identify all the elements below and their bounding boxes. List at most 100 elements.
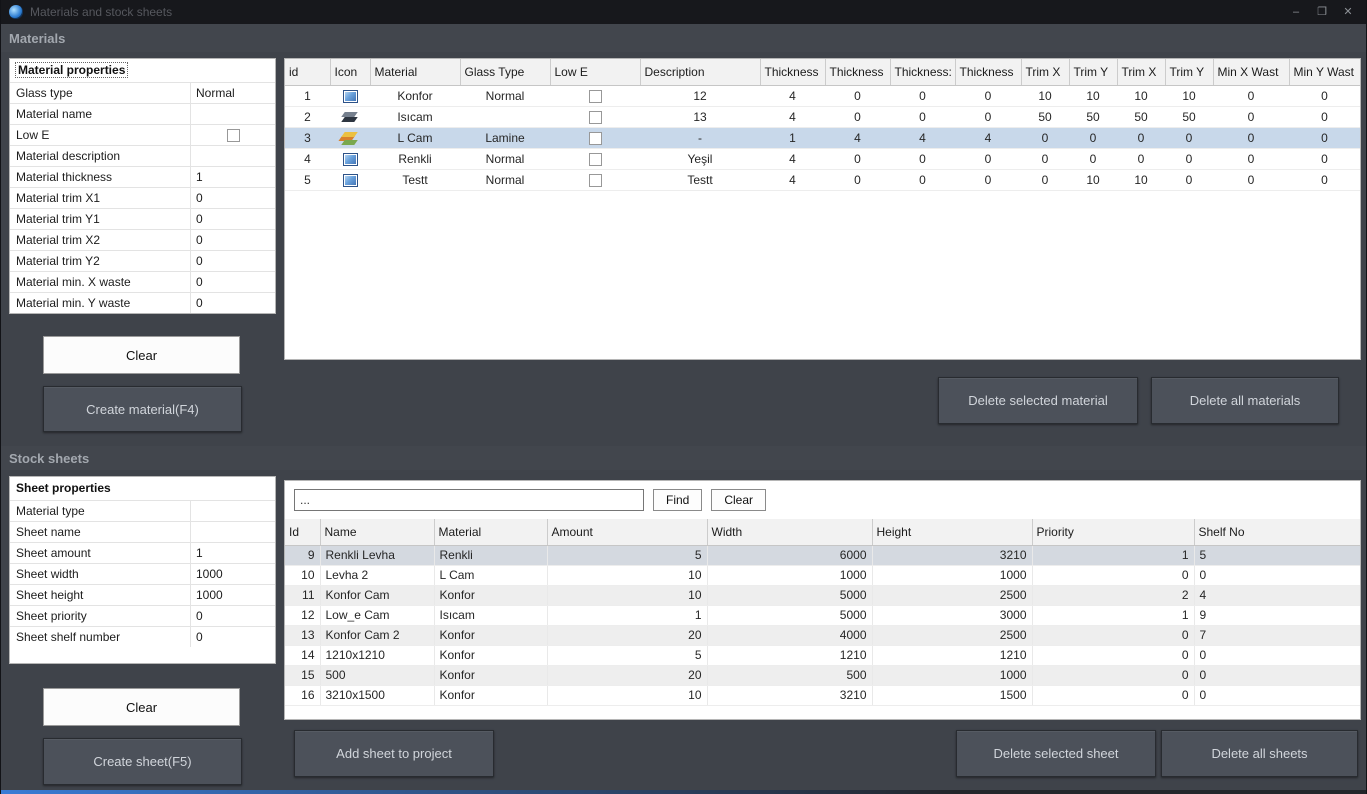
cell-name[interactable]: Konfor Cam 2 xyxy=(320,625,435,646)
property-value-field[interactable]: 0 xyxy=(196,609,203,623)
cell-value[interactable]: 0 xyxy=(1289,169,1360,191)
cell-height[interactable]: 1210 xyxy=(872,645,1033,666)
cell-value[interactable]: 10 xyxy=(1165,85,1213,107)
cell-material[interactable]: Renkli xyxy=(434,545,548,566)
cell-value[interactable]: 0 xyxy=(1069,127,1117,149)
cell-icon[interactable] xyxy=(330,169,370,191)
cell-id[interactable]: 3 xyxy=(285,127,330,149)
cell-material[interactable]: Konfor xyxy=(434,665,548,686)
materials-column-header[interactable]: Trim Y xyxy=(1165,59,1214,86)
cell-width[interactable]: 1210 xyxy=(707,645,873,666)
cell-low-e[interactable] xyxy=(550,169,640,191)
cell-width[interactable]: 5000 xyxy=(707,605,873,626)
stock-column-header[interactable]: Priority xyxy=(1032,519,1195,546)
cell-description[interactable]: Yeşil xyxy=(640,148,760,170)
clear-sheet-button[interactable]: Clear xyxy=(43,688,240,726)
delete-selected-sheet-button[interactable]: Delete selected sheet xyxy=(956,730,1156,777)
delete-all-sheets-button[interactable]: Delete all sheets xyxy=(1161,730,1358,777)
materials-column-header[interactable]: Thickness xyxy=(955,59,1022,86)
minimize-button[interactable]: – xyxy=(1292,6,1300,18)
cell-glass-type[interactable]: Normal xyxy=(460,148,550,170)
cell-value[interactable]: 0 xyxy=(825,169,890,191)
cell-value[interactable]: 0 xyxy=(955,148,1021,170)
cell-value[interactable]: 0 xyxy=(1213,127,1289,149)
create-material-button[interactable]: Create material(F4) xyxy=(43,386,242,432)
cell-shelf[interactable]: 0 xyxy=(1194,565,1360,586)
cell-id[interactable]: 13 xyxy=(285,625,321,646)
cell-value[interactable]: 10 xyxy=(1021,85,1069,107)
cell-id[interactable]: 11 xyxy=(285,585,321,606)
cell-amount[interactable]: 5 xyxy=(547,645,708,666)
cell-value[interactable]: 10 xyxy=(1069,169,1117,191)
create-sheet-button[interactable]: Create sheet(F5) xyxy=(43,738,242,785)
find-button[interactable]: Find xyxy=(653,489,703,511)
property-value-field[interactable]: 0 xyxy=(196,630,203,644)
property-value-field[interactable]: 1 xyxy=(196,170,203,184)
cell-glass-type[interactable]: Normal xyxy=(460,169,550,191)
property-value-field[interactable]: 0 xyxy=(196,275,203,289)
cell-id[interactable]: 2 xyxy=(285,106,330,128)
cell-low-e[interactable] xyxy=(550,85,640,107)
sheet-row[interactable]: 16 3210x1500 Konfor 10 3210 1500 0 0 xyxy=(285,685,1360,706)
stock-column-header[interactable]: Amount xyxy=(547,519,708,546)
cell-height[interactable]: 2500 xyxy=(872,585,1033,606)
property-value-field[interactable]: 0 xyxy=(196,254,203,268)
material-row[interactable]: 2 Isıcam 13 4 0 0 0 50 50 50 50 0 0 xyxy=(285,106,1360,128)
property-value-field[interactable]: 1000 xyxy=(196,588,223,602)
sheet-search-input[interactable] xyxy=(294,489,644,511)
stock-column-header[interactable]: Id xyxy=(285,519,321,546)
cell-value[interactable]: 0 xyxy=(1213,85,1289,107)
cell-value[interactable]: 0 xyxy=(1213,106,1289,128)
cell-value[interactable]: 0 xyxy=(825,148,890,170)
cell-material[interactable]: Isıcam xyxy=(434,605,548,626)
cell-material[interactable]: Konfor xyxy=(434,625,548,646)
cell-shelf[interactable]: 9 xyxy=(1194,605,1360,626)
cell-value[interactable]: 50 xyxy=(1069,106,1117,128)
cell-name[interactable]: Renkli Levha xyxy=(320,545,435,566)
cell-value[interactable]: 0 xyxy=(1117,127,1165,149)
cell-height[interactable]: 3000 xyxy=(872,605,1033,626)
cell-value[interactable]: 0 xyxy=(890,148,955,170)
cell-value[interactable]: 0 xyxy=(1069,148,1117,170)
cell-id[interactable]: 9 xyxy=(285,545,321,566)
cell-height[interactable]: 1000 xyxy=(872,565,1033,586)
cell-priority[interactable]: 0 xyxy=(1032,645,1195,666)
cell-description[interactable]: 13 xyxy=(640,106,760,128)
cell-material[interactable]: Testt xyxy=(370,169,460,191)
delete-all-materials-button[interactable]: Delete all materials xyxy=(1151,377,1339,424)
cell-low-e[interactable] xyxy=(550,106,640,128)
cell-priority[interactable]: 0 xyxy=(1032,665,1195,686)
stock-column-header[interactable]: Material xyxy=(434,519,548,546)
stock-column-header[interactable]: Shelf No xyxy=(1194,519,1360,546)
cell-name[interactable]: 500 xyxy=(320,665,435,686)
cell-value[interactable]: 0 xyxy=(1289,127,1360,149)
cell-glass-type[interactable] xyxy=(460,106,550,128)
cell-id[interactable]: 4 xyxy=(285,148,330,170)
cell-value[interactable]: 0 xyxy=(1289,85,1360,107)
cell-icon[interactable] xyxy=(330,148,370,170)
cell-value[interactable]: 0 xyxy=(825,85,890,107)
cell-width[interactable]: 500 xyxy=(707,665,873,686)
cell-value[interactable]: 4 xyxy=(760,106,825,128)
cell-value[interactable]: 4 xyxy=(825,127,890,149)
material-row[interactable]: 5 Testt Normal Testt 4 0 0 0 0 10 10 0 0 0 xyxy=(285,169,1360,191)
cell-value[interactable]: 1 xyxy=(760,127,825,149)
low-e-checkbox[interactable] xyxy=(588,89,602,103)
sheet-row[interactable]: 14 1210x1210 Konfor 5 1210 1210 0 0 xyxy=(285,645,1360,666)
materials-column-header[interactable]: Trim Y xyxy=(1069,59,1118,86)
property-value-field[interactable] xyxy=(191,501,275,521)
cell-shelf[interactable]: 4 xyxy=(1194,585,1360,606)
cell-shelf[interactable]: 0 xyxy=(1194,685,1360,706)
property-value-field[interactable]: 0 xyxy=(196,212,203,226)
materials-column-header[interactable]: Glass Type xyxy=(460,59,551,86)
cell-value[interactable]: 4 xyxy=(760,148,825,170)
cell-value[interactable]: 0 xyxy=(955,85,1021,107)
maximize-button[interactable]: ❐ xyxy=(1317,6,1327,18)
materials-column-header[interactable]: Thickness xyxy=(760,59,826,86)
cell-material[interactable]: Konfor xyxy=(434,585,548,606)
cell-id[interactable]: 16 xyxy=(285,685,321,706)
materials-column-header[interactable]: Thickness xyxy=(825,59,891,86)
cell-amount[interactable]: 10 xyxy=(547,685,708,706)
cell-material[interactable]: Konfor xyxy=(370,85,460,107)
